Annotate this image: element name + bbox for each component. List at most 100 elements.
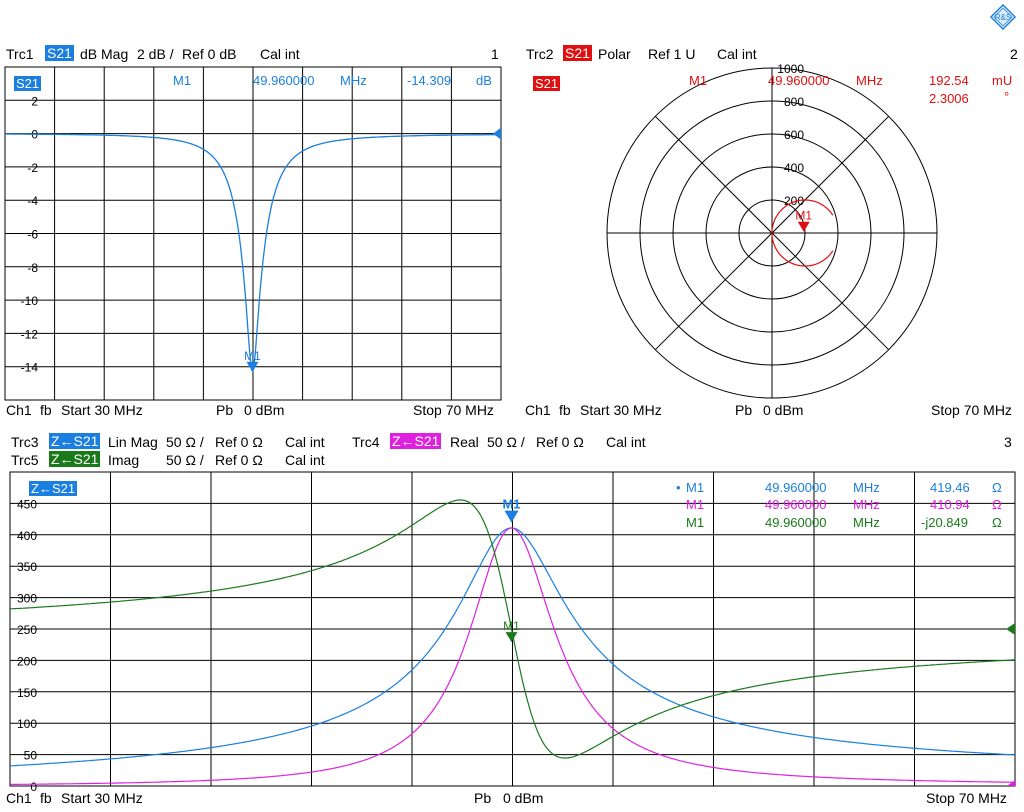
y-tick-label: 150 [17,686,37,700]
diagram3-trace-tag[interactable]: Z←S21 [29,481,78,496]
trc2-format[interactable]: Polar [598,46,631,62]
diagram3-chart[interactable]: 450 400 350 300 250 200 150 100 50 0 M1 M1 [9,471,1016,794]
trace-z-real [10,527,1016,785]
trc5-scale[interactable]: 50 Ω / [166,452,204,468]
d2-marker-name: M1 [689,73,708,88]
d2-footer-stop[interactable]: Stop 70 MHz [931,402,1012,418]
d1-footer-pb: Pb [216,402,234,418]
d1-footer-ch[interactable]: Ch1 [6,402,32,418]
trc1-format[interactable]: dB Mag [80,46,129,62]
d3-marker3-val-unit: Ω [992,515,1002,530]
y-tick-label: -6 [27,228,38,242]
y-tick-label: 400 [17,529,37,543]
d1-marker-value: -14.309 [407,73,452,88]
d2-footer-pb: Pb [735,402,753,418]
d1-marker-name: M1 [173,73,192,88]
d3-marker3-stimulus: 49.960000 [765,515,827,530]
svg-text:R&S: R&S [995,13,1011,22]
trc3-scale[interactable]: 50 Ω / [166,434,204,450]
d1-footer-power[interactable]: 0 dBm [244,402,285,418]
y-tick-label: -2 [27,161,38,175]
y-tick-label: 2 [31,94,38,108]
d3-marker2-val-unit: Ω [992,497,1002,512]
d2-marker-stim-unit: MHz [856,73,883,88]
trc3-ref[interactable]: Ref 0 Ω [215,434,263,450]
d3-marker2-stim-unit: MHz [853,497,880,512]
trc1-name[interactable]: Trc1 [6,46,34,62]
trc5-name[interactable]: Trc5 [11,452,39,468]
trc2-name[interactable]: Trc2 [526,46,554,62]
d2-marker-value: 192.54 [929,73,969,88]
d2-marker-stimulus: 49.960000 [768,73,830,88]
d2-marker-val2-unit: ° [1004,89,1010,104]
d3-footer-start[interactable]: Start 30 MHz [61,790,143,806]
d3-footer-stop[interactable]: Stop 70 MHz [926,790,1007,806]
trc4-meas-tag[interactable]: Z←S21 [390,433,442,449]
trc3-format[interactable]: Lin Mag [108,434,158,450]
d2-footer-fb: fb [559,402,571,418]
trc2-meas-tag[interactable]: S21 [563,45,592,61]
d2-marker-val-unit: mU [992,73,1013,88]
trc5-meas-tag[interactable]: Z←S21 [49,451,101,467]
marker-label: M1 [502,497,520,512]
d1-footer-stop[interactable]: Stop 70 MHz [413,402,494,418]
trc4-name[interactable]: Trc4 [352,434,380,450]
diagram1-trace-tag[interactable]: S21 [14,76,42,91]
trace-s21-polar [771,199,834,267]
trc5-format[interactable]: Imag [108,452,140,468]
trc1-meas-tag[interactable]: S21 [45,45,74,61]
d3-footer-fb: fb [40,790,52,806]
d3-marker1-value: 419.46 [930,480,970,495]
y-tick-label: -8 [27,261,38,275]
d3-footer-ch[interactable]: Ch1 [6,790,32,806]
diagram3-number: 3 [1004,434,1012,450]
d3-footer-pb: Pb [474,790,492,806]
polar-ring-label: 800 [784,95,804,109]
marker-label: M1 [795,209,812,223]
d1-marker-stim-unit: MHz [340,73,367,88]
trc3-name[interactable]: Trc3 [11,434,39,450]
d1-marker-stimulus: 49.960000 [253,73,315,88]
marker-triangle-icon [505,632,518,643]
d3-marker2-stimulus: 49.960000 [765,497,827,512]
d3-marker1-name: M1 [686,480,705,495]
d3-marker1-val-unit: Ω [992,480,1002,495]
d2-footer-start[interactable]: Start 30 MHz [580,402,662,418]
d3-marker1-stim-unit: MHz [853,480,880,495]
trc4-scale[interactable]: 50 Ω / [487,434,525,450]
marker-label: M1 [244,349,261,363]
trc1-ref[interactable]: Ref 0 dB [182,46,237,62]
polar-ring-label: 1000 [777,62,804,76]
trc2-cal: Cal int [717,46,757,62]
trc4-format[interactable]: Real [450,434,479,450]
y-tick-label: 200 [17,654,37,668]
trc4-ref[interactable]: Ref 0 Ω [536,434,584,450]
trc5-cal: Cal int [285,452,325,468]
d1-footer-start[interactable]: Start 30 MHz [61,402,143,418]
diagram2-trace-tag[interactable]: S21 [533,76,561,91]
diagram2-number: 2 [1010,46,1018,62]
diagram1-number: 1 [491,46,499,62]
trc3-meas-tag[interactable]: Z←S21 [49,433,101,449]
trc5-ref[interactable]: Ref 0 Ω [215,452,263,468]
polar-ring-label: 600 [784,128,804,142]
d3-marker1-stimulus: 49.960000 [765,480,827,495]
rohde-schwarz-logo-icon: R&S [989,3,1017,31]
d2-footer-ch[interactable]: Ch1 [525,402,551,418]
marker-triangle-icon [797,221,810,232]
d3-marker3-name: M1 [686,515,705,530]
d3-marker2-value: 410.94 [930,497,970,512]
polar-ring-label: 400 [784,161,804,175]
reference-arrow-icon [1007,780,1015,786]
trc2-ref[interactable]: Ref 1 U [648,46,696,62]
d2-footer-power[interactable]: 0 dBm [763,402,804,418]
trace-s21-dbmag [5,133,501,373]
d2-marker-value2: 2.3006 [929,91,969,106]
y-tick-label: -14 [21,361,39,375]
trc3-cal: Cal int [285,434,325,450]
y-tick-label: 50 [24,749,38,763]
trc1-scale[interactable]: 2 dB / [137,46,174,62]
d3-footer-power[interactable]: 0 dBm [503,790,544,806]
